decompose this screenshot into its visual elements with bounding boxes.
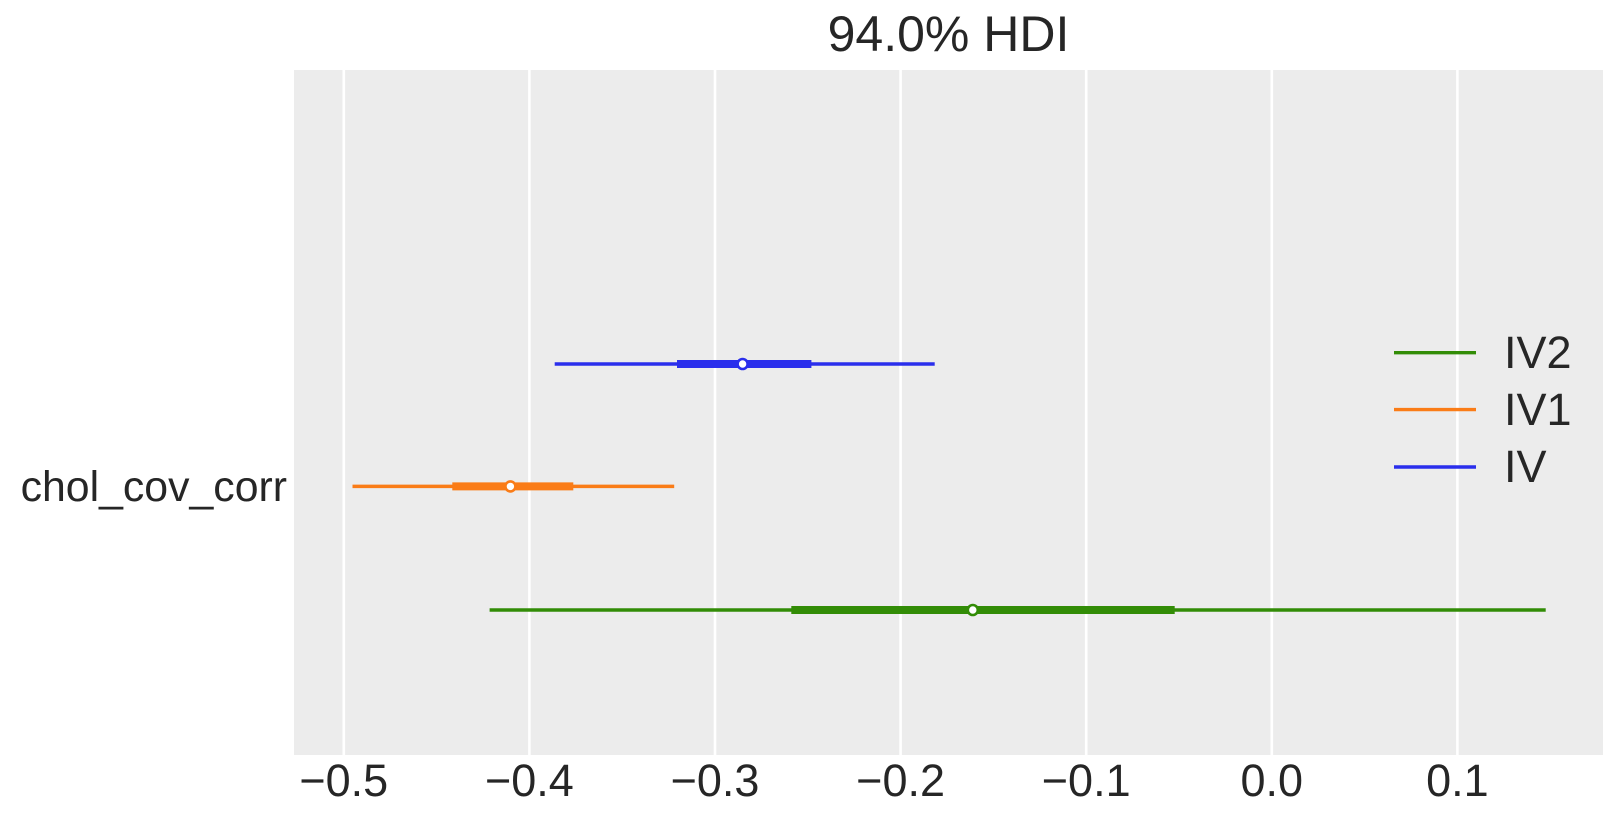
svg-text:−0.1: −0.1 — [1042, 755, 1131, 806]
svg-text:IV1: IV1 — [1504, 384, 1572, 435]
svg-text:−0.5: −0.5 — [299, 755, 388, 806]
svg-text:−0.3: −0.3 — [671, 755, 760, 806]
svg-text:0.0: 0.0 — [1241, 755, 1304, 806]
svg-text:0.1: 0.1 — [1426, 755, 1489, 806]
svg-text:IV: IV — [1504, 441, 1547, 492]
svg-text:−0.4: −0.4 — [485, 755, 574, 806]
svg-text:IV2: IV2 — [1504, 327, 1572, 378]
svg-text:chol_cov_corr: chol_cov_corr — [21, 463, 287, 511]
svg-text:−0.2: −0.2 — [856, 755, 945, 806]
svg-text:94.0% HDI: 94.0% HDI — [828, 6, 1070, 62]
